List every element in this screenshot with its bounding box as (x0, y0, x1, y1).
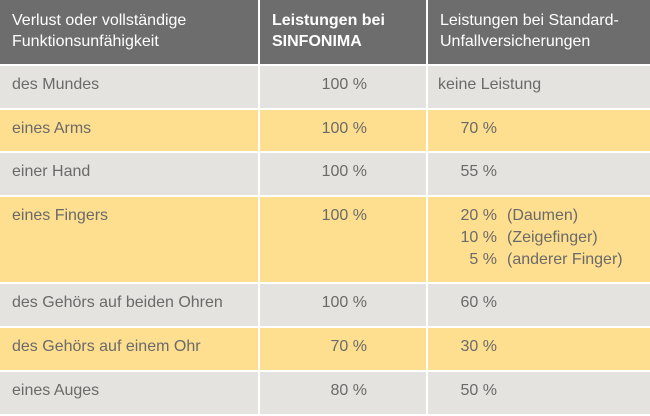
header-line: Verlust oder vollständige (12, 12, 187, 29)
standard-note: (Zeigefinger) (507, 229, 598, 246)
table-row-label-cell: eines Arms (0, 110, 258, 151)
sinfonima-value: 100 % (321, 207, 367, 224)
standard-line: 10 % (Zeigefinger) (428, 227, 623, 249)
sinfonima-value: 70 % (330, 338, 367, 355)
sinfonima-cell: 100 % (260, 153, 426, 195)
header-line: Unfallversicherungen (440, 33, 591, 50)
standard-value: 5 % (469, 251, 497, 268)
standard-value: keine Leistung (438, 76, 542, 93)
standard-line: 70 % (428, 118, 497, 140)
header-line: Leistungen bei Standard- (440, 12, 619, 29)
row-label: eines Auges (12, 382, 100, 399)
standard-line: 55 % (428, 161, 497, 183)
standard-value: 20 % (460, 207, 497, 224)
sinfonima-cell: 70 % (260, 328, 426, 370)
header-col-standard: Leistungen bei Standard- Unfallversicher… (428, 0, 650, 64)
table-row-label-cell: des Mundes (0, 66, 258, 108)
standard-cell: 50 % (428, 372, 650, 414)
standard-cell: 70 % (428, 110, 650, 151)
sinfonima-value: 100 % (321, 163, 367, 180)
standard-value: 30 % (460, 338, 497, 355)
standard-line: keine Leistung (438, 74, 541, 96)
row-label: eines Fingers (12, 207, 109, 224)
row-label: des Mundes (12, 76, 100, 93)
standard-line: 60 % (428, 292, 497, 314)
header-line: Funktionsunfähigkeit (12, 33, 159, 50)
sinfonima-cell: 100 % (260, 284, 426, 326)
sinfonima-value: 100 % (321, 120, 367, 137)
standard-value: 50 % (460, 382, 497, 399)
sinfonima-cell: 80 % (260, 372, 426, 414)
standard-note: (Daumen) (507, 207, 579, 224)
standard-cell: keine Leistung (428, 66, 650, 108)
sinfonima-value: 80 % (330, 382, 367, 399)
row-label: einer Hand (12, 163, 91, 180)
standard-cell: 55 % (428, 153, 650, 195)
standard-value: 70 % (460, 120, 497, 137)
table-row-label-cell: des Gehörs auf beiden Ohren (0, 284, 258, 326)
sinfonima-cell: 100 % (260, 66, 426, 108)
table-row-label-cell: einer Hand (0, 153, 258, 195)
standard-cell: 30 % (428, 328, 650, 370)
row-label: des Gehörs auf beiden Ohren (12, 294, 223, 311)
standard-line: 50 % (428, 380, 497, 402)
header-col-loss: Verlust oder vollständige Funktionsunfäh… (0, 0, 258, 64)
standard-cell: 20 % (Daumen) 10 % (Zeigefinger) 5 % (anderer… (428, 197, 650, 282)
row-label: des Gehörs auf einem Ohr (12, 338, 201, 355)
row-label: eines Arms (12, 120, 92, 137)
table-row-label-cell: eines Fingers (0, 197, 258, 282)
standard-line: 5 % (anderer Finger) (428, 249, 623, 271)
sinfonima-value: 100 % (321, 294, 367, 311)
standard-value: 60 % (460, 294, 497, 311)
standard-cell: 60 % (428, 284, 650, 326)
standard-value: 10 % (460, 229, 497, 246)
sinfonima-cell: 100 % (260, 110, 426, 151)
sinfonima-value: 100 % (321, 76, 367, 93)
sinfonima-cell: 100 % (260, 197, 426, 282)
table-row-label-cell: eines Auges (0, 372, 258, 414)
standard-value: 55 % (460, 163, 497, 180)
header-col-sinfonima: Leistungen bei SINFONIMA (260, 0, 426, 64)
header-line: Leistungen bei (272, 12, 385, 29)
standard-note: (anderer Finger) (507, 251, 623, 268)
table-row-label-cell: des Gehörs auf einem Ohr (0, 328, 258, 370)
header-line: SINFONIMA (272, 33, 362, 50)
standard-line: 20 % (Daumen) (428, 205, 623, 227)
standard-line: 30 % (428, 336, 497, 358)
